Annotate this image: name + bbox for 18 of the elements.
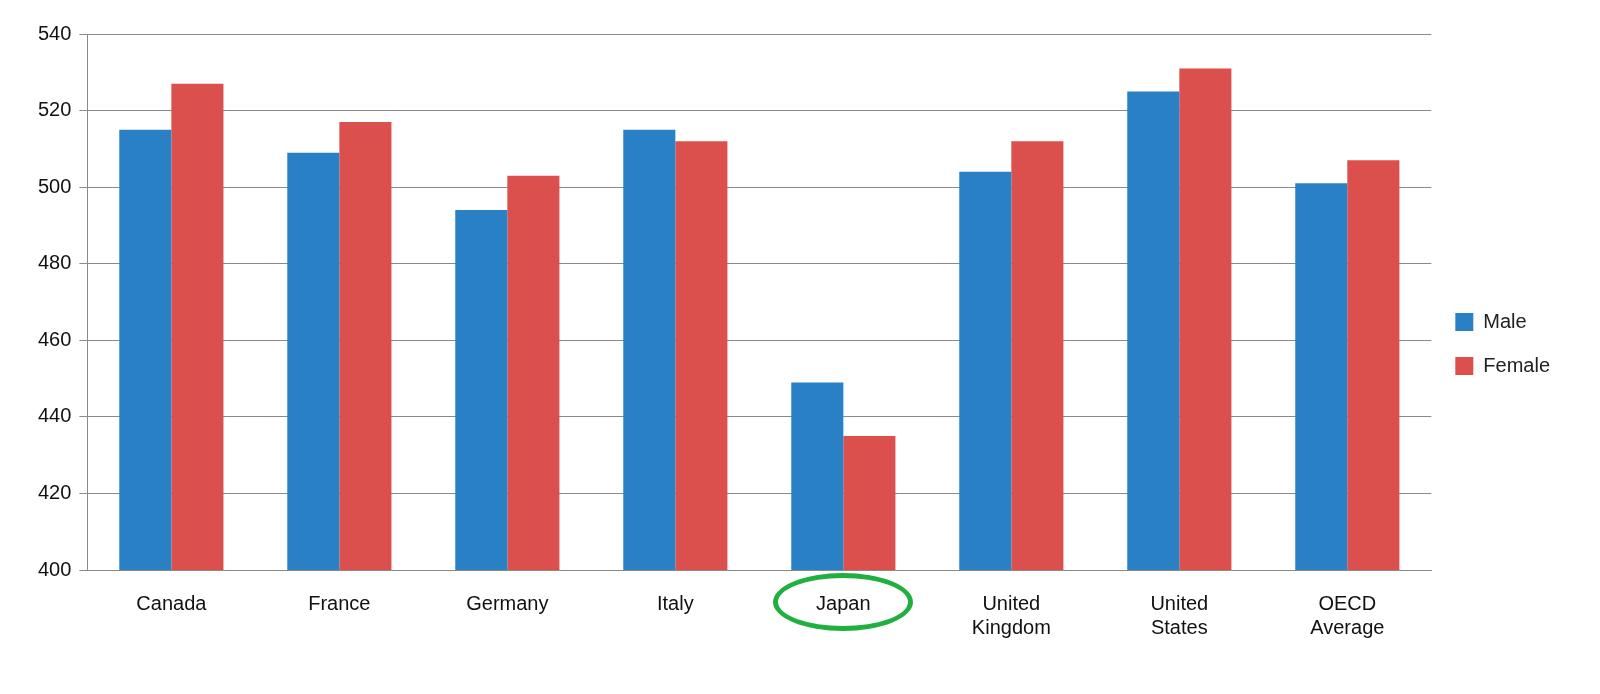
y-tick-label: 520	[37, 98, 72, 121]
y-tick-label: 420	[37, 480, 72, 503]
x-tick-label: OECD Average	[1310, 591, 1385, 638]
y-tick-label: 400	[37, 557, 72, 580]
x-tick-label: France	[308, 591, 371, 614]
x-tick-label: Japan	[816, 591, 871, 614]
y-tick-label: 500	[37, 174, 72, 197]
legend-label: Male	[1483, 309, 1527, 332]
x-tick-label: United States	[1150, 591, 1209, 638]
y-tick-label: 480	[37, 251, 72, 274]
y-tick-label: 440	[37, 404, 72, 427]
x-tick-label: Canada	[136, 591, 208, 614]
x-tick-label: Italy	[657, 591, 694, 614]
legend-label: Female	[1483, 353, 1551, 376]
y-tick-label: 460	[37, 327, 72, 350]
y-tick-label: 540	[37, 21, 72, 44]
x-tick-label: United Kingdom	[971, 591, 1051, 638]
x-tick-label: Germany	[466, 591, 549, 614]
